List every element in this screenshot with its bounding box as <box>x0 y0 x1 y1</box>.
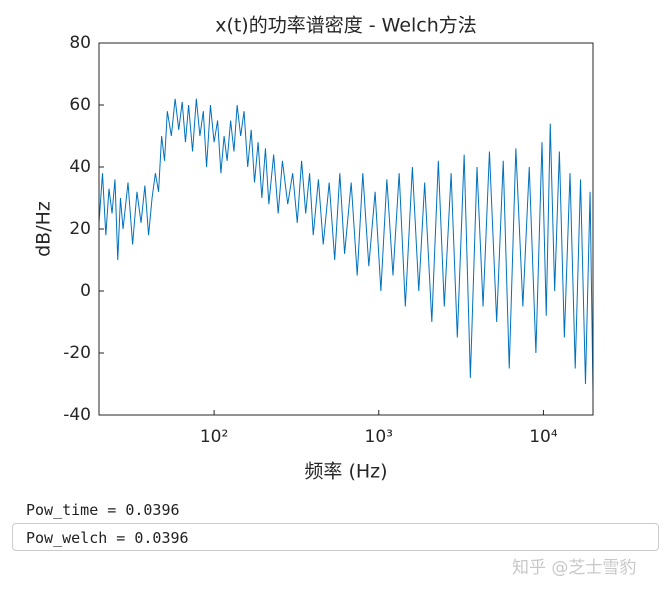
console-line: Pow_time = 0.0396 <box>26 501 180 519</box>
x-axis-label: 频率 (Hz) <box>304 461 387 483</box>
console-box <box>12 523 659 551</box>
x-tick-label: 10³ <box>365 427 393 447</box>
y-tick-label: 0 <box>80 281 91 301</box>
chart: x(t)的功率谱密度 - Welch方法 频率 (Hz) dB/Hz -40 -2… <box>33 15 594 483</box>
plot-area <box>99 43 593 415</box>
y-axis-label: dB/Hz <box>33 201 55 257</box>
y-tick-label: 20 <box>69 219 91 239</box>
psd-line <box>98 98 594 394</box>
y-tick-label: 40 <box>69 157 91 177</box>
x-tick-label: 10² <box>200 427 228 447</box>
y-tick-label: 60 <box>69 95 91 115</box>
y-tick-label: 80 <box>69 33 91 53</box>
chart-title: x(t)的功率谱密度 - Welch方法 <box>215 15 477 37</box>
x-tick-label: 10⁴ <box>529 427 558 447</box>
watermark: 知乎 @芝士雪豹 <box>512 558 637 578</box>
y-tick-label: -20 <box>63 343 91 363</box>
y-tick-label: -40 <box>63 405 91 425</box>
console-line: Pow_welch = 0.0396 <box>26 529 189 547</box>
